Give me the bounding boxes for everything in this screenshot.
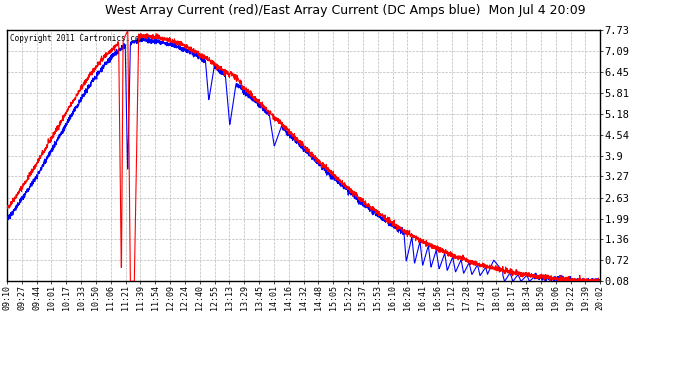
Text: West Array Current (red)/East Array Current (DC Amps blue)  Mon Jul 4 20:09: West Array Current (red)/East Array Curr… [105, 4, 585, 17]
Text: Copyright 2011 Cartronics.com: Copyright 2011 Cartronics.com [10, 34, 144, 43]
